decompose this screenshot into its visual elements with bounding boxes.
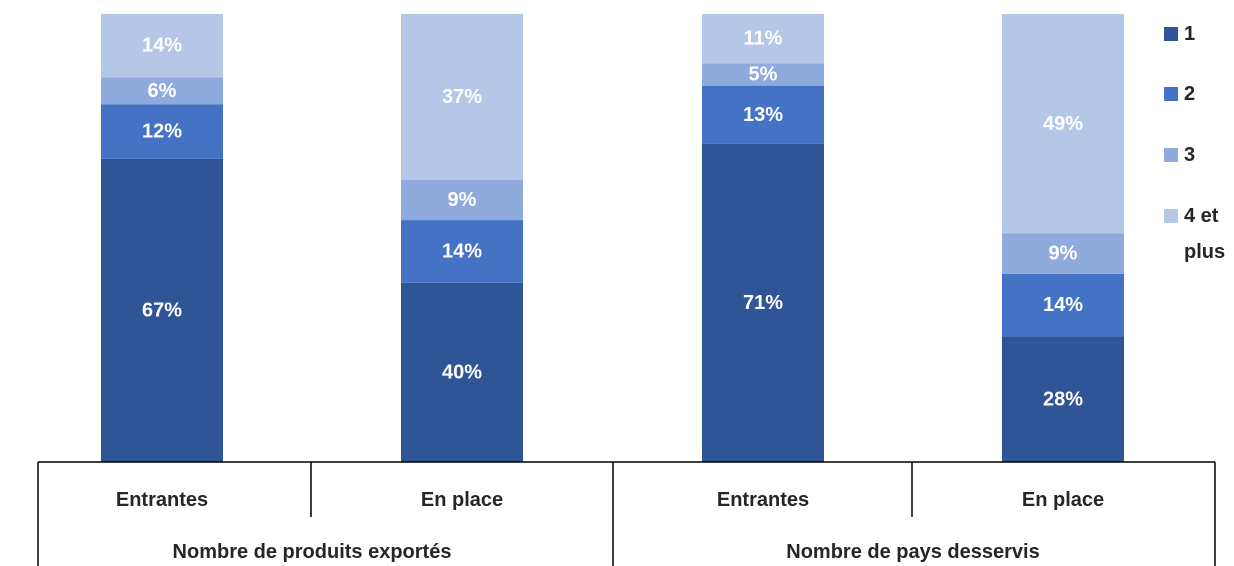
legend-swatch-2	[1164, 148, 1178, 162]
data-label-2-series-0: 71%	[743, 292, 783, 314]
data-labels-layer: 67% 12% 6% 14% 40% 14% 9% 37% 71% 13% 5% 11% 28% 14% 9…	[142, 28, 1083, 411]
bar-segment-0-series-2	[101, 77, 223, 105]
data-label-3-series-2: 9%	[1049, 243, 1078, 265]
bar-segment-1-series-3	[401, 14, 523, 180]
legend-swatch-0	[1164, 27, 1178, 41]
data-label-1-series-0: 40%	[442, 361, 482, 383]
data-label-0-series-0: 67%	[142, 299, 182, 321]
data-label-0-series-1: 12%	[142, 121, 182, 143]
bar-segment-3-series-2	[1002, 233, 1124, 274]
bar-segment-0-series-0	[101, 158, 223, 462]
group-label-1: Nombre de pays desservis	[786, 541, 1039, 563]
bar-segment-1-series-2	[401, 179, 523, 221]
legend: 1 2 3 4 et plus	[1164, 23, 1225, 263]
data-label-2-series-1: 13%	[743, 104, 783, 126]
bar-segment-0-series-3	[101, 14, 223, 78]
group-label-0: Nombre de produits exportés	[173, 541, 452, 563]
legend-label-1: 2	[1184, 83, 1195, 105]
legend-label-3-line-0: 4 et	[1184, 205, 1219, 227]
category-label-0: Entrantes	[116, 489, 208, 511]
bar-segment-1-series-1	[401, 220, 523, 283]
data-label-3-series-0: 28%	[1043, 388, 1083, 410]
data-label-1-series-2: 9%	[448, 189, 477, 211]
data-label-0-series-2: 6%	[148, 80, 177, 102]
bar-segment-2-series-0	[702, 143, 824, 463]
bar-segment-2-series-2	[702, 63, 824, 86]
legend-label-2: 3	[1184, 144, 1195, 166]
category-label-2: Entrantes	[717, 489, 809, 511]
category-label-1: En place	[421, 489, 503, 511]
data-label-2-series-3: 11%	[744, 28, 783, 50]
bar-segment-0-series-1	[101, 104, 223, 159]
category-axis: Entrantes En place Entrantes En place No…	[37, 461, 1216, 566]
bar-segment-1-series-0	[401, 282, 523, 462]
category-label-3: En place	[1022, 489, 1104, 511]
bar-segment-3-series-0	[1002, 336, 1124, 462]
bar-segment-3-series-3	[1002, 14, 1124, 234]
data-label-3-series-1: 14%	[1043, 294, 1083, 316]
bar-segment-3-series-1	[1002, 273, 1124, 337]
legend-label-3-line-1: plus	[1184, 241, 1225, 263]
data-label-1-series-3: 37%	[442, 86, 482, 108]
legend-swatch-3	[1164, 209, 1178, 223]
bar-segment-2-series-1	[702, 85, 824, 144]
data-label-1-series-1: 14%	[442, 240, 482, 262]
bar-segment-2-series-3	[702, 14, 824, 64]
legend-label-0: 1	[1184, 23, 1195, 45]
data-label-2-series-2: 5%	[749, 63, 778, 85]
data-label-0-series-3: 14%	[142, 35, 182, 57]
data-label-3-series-3: 49%	[1043, 113, 1083, 135]
legend-swatch-1	[1164, 87, 1178, 101]
bars-layer	[101, 14, 1124, 463]
